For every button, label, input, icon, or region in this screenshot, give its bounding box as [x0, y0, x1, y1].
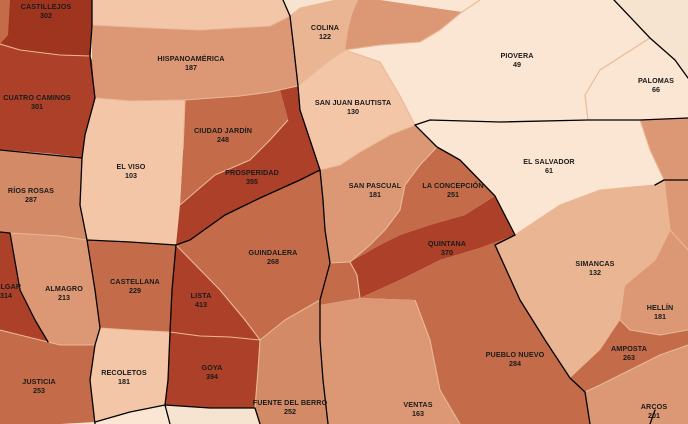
boundary-cuatro-caminos-south	[0, 149, 83, 159]
region-la-concepcion[interactable]	[350, 147, 495, 262]
m30-line-east	[414, 117, 688, 126]
boundary-recoletos-south	[94, 404, 166, 423]
region-prosperidad[interactable]	[176, 86, 320, 245]
boundary-simancas-west	[494, 244, 591, 424]
boundary-castellana-east	[86, 239, 177, 246]
region-bottom-light-patch	[95, 405, 170, 424]
region-top-strip	[92, 0, 290, 30]
boundary-vallehermoso-line	[0, 231, 49, 343]
region-amposta[interactable]	[570, 320, 688, 392]
region-almagro[interactable]	[10, 233, 100, 345]
boundary-prosperidad-line	[175, 169, 331, 424]
region-rios-rosas[interactable]	[0, 150, 87, 240]
region-lista[interactable]	[170, 245, 260, 340]
boundary-goya-south	[164, 404, 261, 424]
region-castellana[interactable]	[87, 240, 176, 332]
region-castillejos[interactable]	[0, 0, 92, 56]
region-canillas	[336, 0, 480, 50]
region-quintana[interactable]	[350, 196, 515, 298]
region-right-strip	[640, 118, 688, 250]
region-cuatro-caminos[interactable]	[0, 44, 95, 158]
boundary-hellin-right	[654, 179, 688, 186]
region-mid-strip	[320, 262, 360, 305]
region-vallehermoso[interactable]	[0, 232, 48, 342]
region-ciudad-jardin[interactable]	[180, 90, 288, 205]
boundary-pueblo-nuevo-north	[494, 234, 516, 246]
region-el-viso[interactable]	[80, 98, 185, 245]
region-palomas[interactable]	[585, 38, 688, 120]
m30-line-west	[289, 15, 321, 171]
region-arcos[interactable]	[585, 345, 688, 424]
region-san-juan-bautista[interactable]	[298, 50, 415, 170]
boundary-bottom-center	[649, 409, 656, 424]
region-simancas[interactable]	[495, 180, 670, 378]
region-left-top-sliver	[0, 0, 10, 44]
region-recoletos[interactable]	[90, 328, 170, 422]
castellana-avenue-line	[79, 0, 101, 424]
region-el-salvador[interactable]	[415, 120, 664, 235]
region-hellin[interactable]	[620, 230, 688, 335]
boundary-top-right	[613, 0, 688, 79]
region-guindalera[interactable]	[176, 170, 330, 340]
region-pueblo-nuevo[interactable]	[360, 235, 590, 424]
region-colina[interactable]	[290, 0, 358, 86]
boundary-quintana-line	[414, 124, 516, 236]
region-ventas[interactable]	[320, 298, 460, 424]
m30-line-top	[282, 0, 291, 17]
boundary-el-viso-east	[164, 244, 177, 424]
region-justicia[interactable]	[0, 330, 95, 424]
region-goya[interactable]	[165, 332, 260, 408]
region-fuente-del-berro[interactable]	[255, 300, 328, 424]
region-piovera[interactable]	[345, 0, 650, 125]
region-hispanoamerica[interactable]	[92, 16, 298, 101]
